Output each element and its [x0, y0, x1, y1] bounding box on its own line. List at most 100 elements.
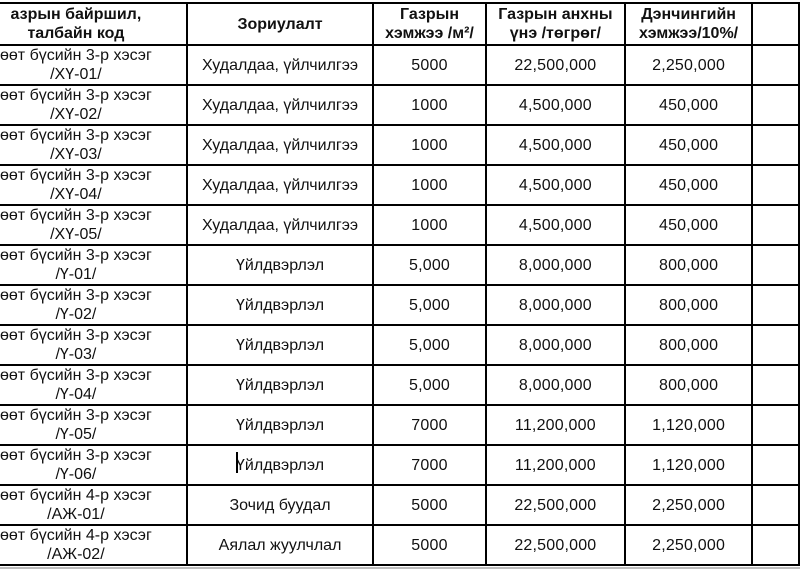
cell-size[interactable]: 5,000: [372, 284, 487, 326]
cell-size[interactable]: 1000: [372, 84, 487, 126]
cell-price[interactable]: 4,500,000: [484, 124, 626, 166]
header-purpose[interactable]: Зориулалт: [185, 2, 375, 46]
cell-location[interactable]: өөт бүсийн 3-р хэсэг /ХҮ-02/: [0, 84, 188, 126]
location-code: /ХҮ-04/: [50, 186, 102, 203]
location-code: /АЖ-01/: [47, 506, 105, 523]
cell-extra[interactable]: [751, 404, 800, 446]
cell-location[interactable]: өөт бүсийн 3-р хэсэг /Ү-04/: [0, 364, 188, 406]
cell-deposit[interactable]: 800,000: [623, 364, 754, 406]
header-extra[interactable]: [751, 2, 800, 46]
cell-size[interactable]: 5000: [372, 44, 487, 86]
cell-size[interactable]: 5,000: [372, 324, 487, 366]
table-continuation-edge: [0, 567, 800, 569]
cell-location[interactable]: өөт бүсийн 3-р хэсэг /Ү-02/: [0, 284, 188, 326]
cell-location[interactable]: өөт бүсийн 3-р хэсэг /Ү-06/: [0, 444, 188, 486]
location-zone: өөт бүсийн 3-р хэсэг: [0, 127, 152, 144]
cell-price[interactable]: 8,000,000: [484, 244, 626, 286]
location-code: /ХҮ-05/: [50, 226, 102, 243]
cell-extra[interactable]: [751, 324, 800, 366]
cell-purpose[interactable]: Зочид буудал: [185, 484, 375, 526]
cell-purpose[interactable]: Аялал жуулчлал: [185, 524, 375, 566]
cell-extra[interactable]: [751, 284, 800, 326]
cell-extra[interactable]: [751, 204, 800, 246]
header-location-line2: талбайн код: [27, 25, 125, 42]
location-code: /ХҮ-02/: [50, 106, 102, 123]
cell-purpose[interactable]: Худалдаа, үйлчилгээ: [185, 84, 375, 126]
table-row: өөт бүсийн 3-р хэсэг /Ү-02/ Үйлдвэрлэл 5…: [0, 284, 800, 326]
header-location[interactable]: азрын байршил, талбайн код: [0, 2, 188, 46]
cell-purpose[interactable]: Худалдаа, үйлчилгээ: [185, 44, 375, 86]
cell-price[interactable]: 11,200,000: [484, 444, 626, 486]
cell-size[interactable]: 7000: [372, 404, 487, 446]
cell-purpose[interactable]: Үйлдвэрлэл: [185, 404, 375, 446]
cell-deposit[interactable]: 1,120,000: [623, 404, 754, 446]
cell-purpose[interactable]: Үйлдвэрлэл: [185, 244, 375, 286]
cell-purpose[interactable]: Худалдаа, үйлчилгээ: [185, 124, 375, 166]
table-row: өөт бүсийн 4-р хэсэг /АЖ-01/ Зочид бууда…: [0, 484, 800, 526]
cell-location[interactable]: өөт бүсийн 4-р хэсэг /АЖ-02/: [0, 524, 188, 566]
cell-price[interactable]: 4,500,000: [484, 204, 626, 246]
cell-location[interactable]: өөт бүсийн 3-р хэсэг /Ү-03/: [0, 324, 188, 366]
cell-deposit[interactable]: 2,250,000: [623, 484, 754, 526]
cell-purpose[interactable]: Үйлдвэрлэл: [185, 324, 375, 366]
cell-purpose[interactable]: Худалдаа, үйлчилгээ: [185, 204, 375, 246]
cell-location[interactable]: өөт бүсийн 3-р хэсэг /ХҮ-05/: [0, 204, 188, 246]
location-code: /Ү-04/: [55, 386, 97, 403]
cell-deposit[interactable]: 2,250,000: [623, 524, 754, 566]
cell-location[interactable]: өөт бүсийн 3-р хэсэг /ХҮ-01/: [0, 44, 188, 86]
cell-purpose[interactable]: Худалдаа, үйлчилгээ: [185, 164, 375, 206]
cell-deposit[interactable]: 800,000: [623, 244, 754, 286]
cell-price[interactable]: 22,500,000: [484, 524, 626, 566]
cell-deposit[interactable]: 450,000: [623, 204, 754, 246]
cell-deposit[interactable]: 800,000: [623, 324, 754, 366]
cell-size[interactable]: 1000: [372, 164, 487, 206]
cell-purpose[interactable]: Үйлдвэрлэл: [185, 444, 375, 486]
cell-location[interactable]: өөт бүсийн 3-р хэсэг /ХҮ-04/: [0, 164, 188, 206]
cell-location[interactable]: өөт бүсийн 3-р хэсэг /ХҮ-03/: [0, 124, 188, 166]
cell-deposit[interactable]: 800,000: [623, 284, 754, 326]
cell-deposit[interactable]: 2,250,000: [623, 44, 754, 86]
cell-price[interactable]: 22,500,000: [484, 484, 626, 526]
cell-purpose[interactable]: Үйлдвэрлэл: [185, 364, 375, 406]
cell-price[interactable]: 4,500,000: [484, 164, 626, 206]
cell-extra[interactable]: [751, 244, 800, 286]
cell-price[interactable]: 11,200,000: [484, 404, 626, 446]
cell-deposit[interactable]: 450,000: [623, 84, 754, 126]
header-size[interactable]: Газрын хэмжээ /м²/: [372, 2, 487, 46]
header-price[interactable]: Газрын анхны үнэ /төгрөг/: [484, 2, 626, 46]
cell-deposit[interactable]: 1,120,000: [623, 444, 754, 486]
cell-location[interactable]: өөт бүсийн 3-р хэсэг /Ү-05/: [0, 404, 188, 446]
cell-extra[interactable]: [751, 484, 800, 526]
cell-price[interactable]: 4,500,000: [484, 84, 626, 126]
cell-size[interactable]: 5,000: [372, 244, 487, 286]
cell-size[interactable]: 5,000: [372, 364, 487, 406]
cell-deposit[interactable]: 450,000: [623, 164, 754, 206]
cell-deposit[interactable]: 450,000: [623, 124, 754, 166]
cell-size[interactable]: 7000: [372, 444, 487, 486]
cell-extra[interactable]: [751, 124, 800, 166]
cell-price[interactable]: 8,000,000: [484, 284, 626, 326]
cell-price[interactable]: 22,500,000: [484, 44, 626, 86]
location-code: /ХҮ-03/: [50, 146, 102, 163]
location-code: /АЖ-02/: [47, 546, 105, 563]
cell-size[interactable]: 1000: [372, 204, 487, 246]
cell-extra[interactable]: [751, 44, 800, 86]
cell-price[interactable]: 8,000,000: [484, 364, 626, 406]
cell-extra[interactable]: [751, 444, 800, 486]
cell-price[interactable]: 8,000,000: [484, 324, 626, 366]
cell-purpose[interactable]: Үйлдвэрлэл: [185, 284, 375, 326]
table-row: өөт бүсийн 3-р хэсэг /Ү-05/ Үйлдвэрлэл 7…: [0, 404, 800, 446]
table-row: өөт бүсийн 3-р хэсэг /ХҮ-02/ Худалдаа, ү…: [0, 84, 800, 126]
cell-location[interactable]: өөт бүсийн 3-р хэсэг /Ү-01/: [0, 244, 188, 286]
cell-extra[interactable]: [751, 524, 800, 566]
cell-extra[interactable]: [751, 84, 800, 126]
header-deposit[interactable]: Дэнчингийн хэмжээ/10%/: [623, 2, 754, 46]
cell-extra[interactable]: [751, 364, 800, 406]
cell-size[interactable]: 5000: [372, 524, 487, 566]
cell-size[interactable]: 5000: [372, 484, 487, 526]
cell-extra[interactable]: [751, 164, 800, 206]
cell-location[interactable]: өөт бүсийн 4-р хэсэг /АЖ-01/: [0, 484, 188, 526]
cell-size[interactable]: 1000: [372, 124, 487, 166]
table-row: өөт бүсийн 3-р хэсэг /ХҮ-03/ Худалдаа, ү…: [0, 124, 800, 166]
